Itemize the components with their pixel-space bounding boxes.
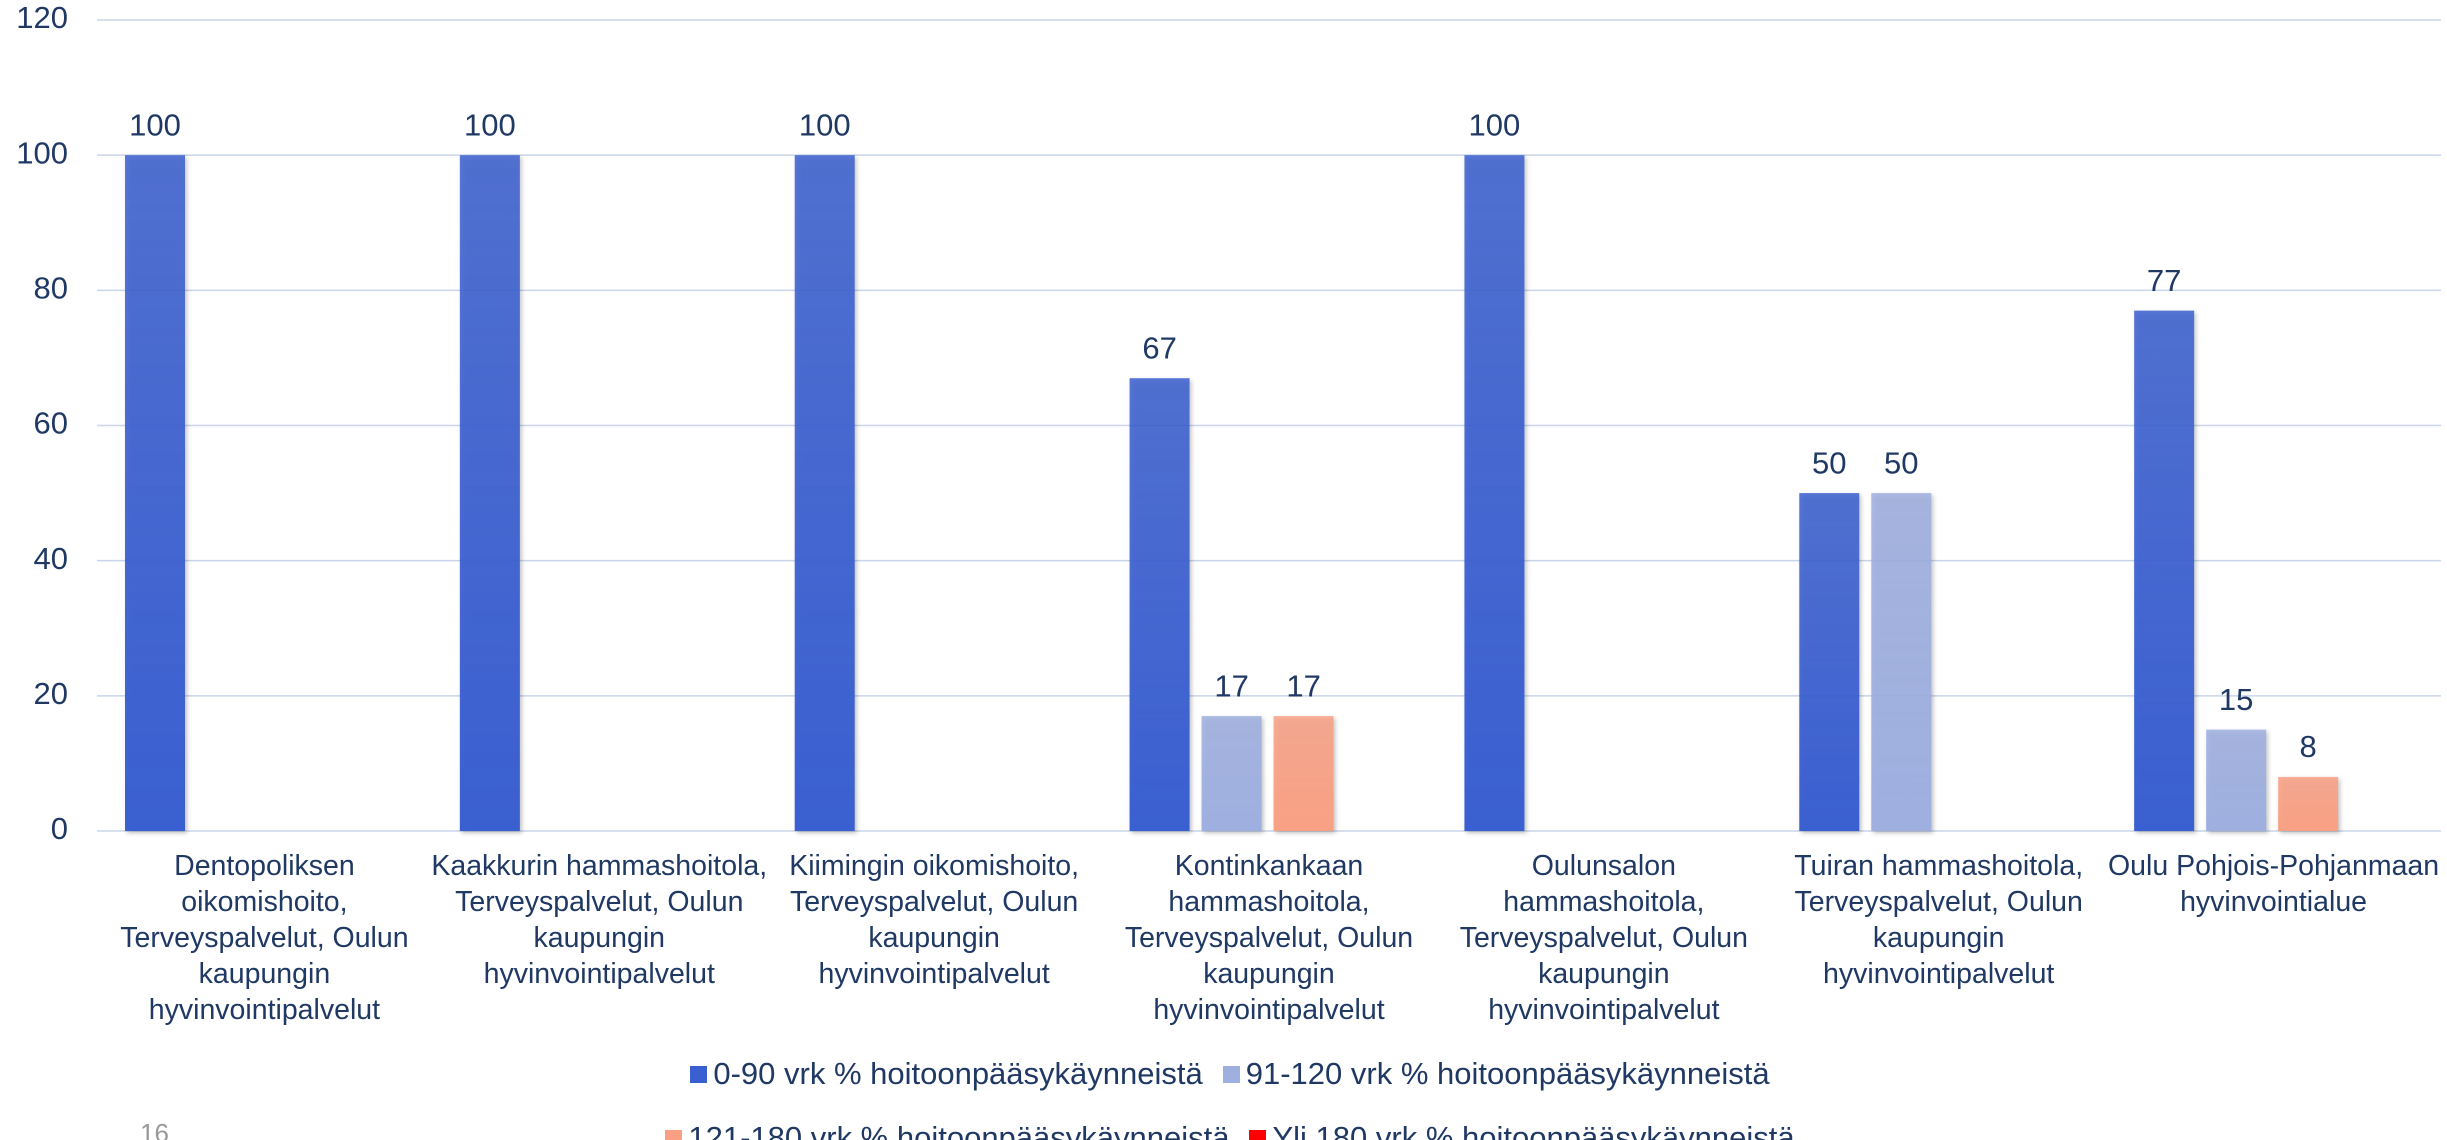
data-label: 67 xyxy=(1142,330,1176,365)
bar xyxy=(2206,729,2267,831)
x-tick-label: Dentopoliksen oikomishoito, Terveyspalve… xyxy=(120,850,409,1026)
data-label: 100 xyxy=(1469,107,1521,142)
bar xyxy=(2278,776,2339,831)
legend-swatch xyxy=(1222,1065,1240,1083)
bar xyxy=(125,155,185,831)
bar xyxy=(1129,378,1190,831)
x-tick-label: Oulunsalon hammashoitola, Terveyspalvelu… xyxy=(1459,850,1748,1026)
bar xyxy=(1871,493,1932,831)
data-label: 17 xyxy=(1214,668,1248,703)
legend-swatch xyxy=(690,1065,708,1083)
data-label: 50 xyxy=(1884,445,1918,480)
y-tick-label: 60 xyxy=(34,406,68,441)
legend-swatch xyxy=(1249,1129,1267,1140)
bar xyxy=(1201,716,1262,831)
data-label: 100 xyxy=(129,107,181,142)
legend-item: Yli 180 vrk % hoitoonpääsykäynneistä xyxy=(1249,1120,1795,1140)
page-number: 16 xyxy=(140,1118,169,1140)
x-tick-label: Kontinkankaan hammashoitola, Terveyspalv… xyxy=(1124,850,1414,1026)
data-label: 100 xyxy=(464,107,516,142)
data-label: 77 xyxy=(2147,263,2181,298)
legend-label: 121-180 vrk % hoitoonpääsykäynneistä xyxy=(688,1120,1230,1140)
legend-item: 0-90 vrk % hoitoonpääsykäynneistä xyxy=(690,1056,1203,1092)
legend: 0-90 vrk % hoitoonpääsykäynneistä 91-120 … xyxy=(630,1056,1830,1140)
x-tick-label: Kiimingin oikomishoito, Terveyspalvelut,… xyxy=(789,850,1080,990)
legend-swatch xyxy=(665,1129,683,1140)
bar xyxy=(2134,310,2195,831)
y-tick-label: 120 xyxy=(16,0,68,35)
legend-label: 91-120 vrk % hoitoonpääsykäynneistä xyxy=(1245,1056,1770,1091)
data-label: 15 xyxy=(2219,682,2253,717)
y-tick-label: 100 xyxy=(16,135,68,170)
bar xyxy=(1464,155,1525,831)
x-tick-label: Kaakkurin hammashoitola, Terveyspalvelut… xyxy=(431,850,768,990)
data-label: 17 xyxy=(1286,668,1320,703)
x-tick-label: Oulu Pohjois-Pohjanmaan hyvinvointialue xyxy=(2108,850,2440,918)
y-tick-label: 80 xyxy=(34,271,68,306)
y-tick-label: 20 xyxy=(34,676,68,711)
y-tick-label: 0 xyxy=(51,811,68,846)
data-label: 8 xyxy=(2300,729,2317,764)
legend-label: Yli 180 vrk % hoitoonpääsykäynneistä xyxy=(1272,1120,1795,1140)
y-tick-label: 40 xyxy=(34,541,68,576)
legend-label: 0-90 vrk % hoitoonpääsykäynneistä xyxy=(713,1056,1203,1091)
data-label: 100 xyxy=(799,107,851,142)
bar xyxy=(1799,493,1860,831)
bar xyxy=(459,155,520,831)
legend-item: 91-120 vrk % hoitoonpääsykäynneistä xyxy=(1222,1056,1770,1092)
legend-item: 121-180 vrk % hoitoonpääsykäynneistä xyxy=(665,1120,1229,1140)
x-tick-label: Tuiran hammashoitola, Terveyspalvelut, O… xyxy=(1794,850,2084,990)
bar xyxy=(794,155,855,831)
data-label: 50 xyxy=(1812,445,1846,480)
bar xyxy=(1273,716,1334,831)
